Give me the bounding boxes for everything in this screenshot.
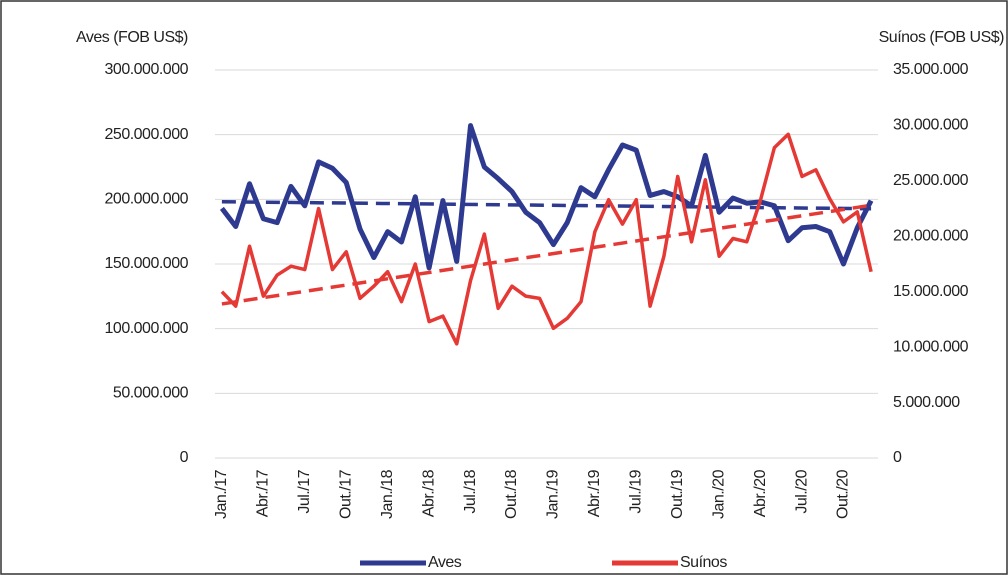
x-tick-label: Jan./18 [379,469,396,519]
y2-tick-label: 25.000.000 [893,172,969,189]
x-tick-label: Out./18 [503,469,520,519]
x-tick-label: Jan./20 [710,469,727,519]
trend-line [221,199,872,211]
x-tick-label: Jan./17 [213,469,230,519]
y-tick-label: 300.000.000 [105,61,189,78]
series-line [219,123,874,271]
y2-tick-label: 0 [893,449,902,466]
y2-tick-label: 5.000.000 [893,394,960,411]
x-tick-label: Jul./17 [296,469,313,513]
y-tick-label: 0 [180,449,189,466]
x-tick-label: Out./17 [337,469,354,519]
x-tick-label: Abr./20 [752,469,769,517]
y-tick-label: 50.000.000 [113,385,189,402]
x-tick-label: Jul./18 [462,469,479,513]
x-tick-label: Abr./17 [255,469,272,517]
y-tick-label: 100.000.000 [105,320,189,337]
legend-label: Aves [428,554,462,571]
legend-label: Suínos [680,554,727,571]
y2-axis-title: Suínos (FOB US$) [879,29,1005,46]
x-tick-label: Abr./18 [420,469,437,517]
x-tick-label: Out./20 [835,469,852,519]
x-tick-label: Jul./19 [628,469,645,513]
y-tick-label: 250.000.000 [105,126,189,143]
y2-tick-label: 35.000.000 [893,61,969,78]
y2-tick-label: 30.000.000 [893,117,969,134]
x-tick-label: Out./19 [669,469,686,519]
y-tick-label: 150.000.000 [105,255,189,272]
x-tick-label: Abr./19 [586,469,603,517]
y2-tick-label: 15.000.000 [893,283,969,300]
y-axis-title: Aves (FOB US$) [76,29,188,46]
x-tick-label: Jan./19 [545,469,562,519]
series-line [220,132,873,346]
y2-tick-label: 20.000.000 [893,228,969,245]
x-tick-label: Jul./20 [793,469,810,513]
y2-tick-label: 10.000.000 [893,338,969,355]
y-tick-label: 200.000.000 [105,191,189,208]
